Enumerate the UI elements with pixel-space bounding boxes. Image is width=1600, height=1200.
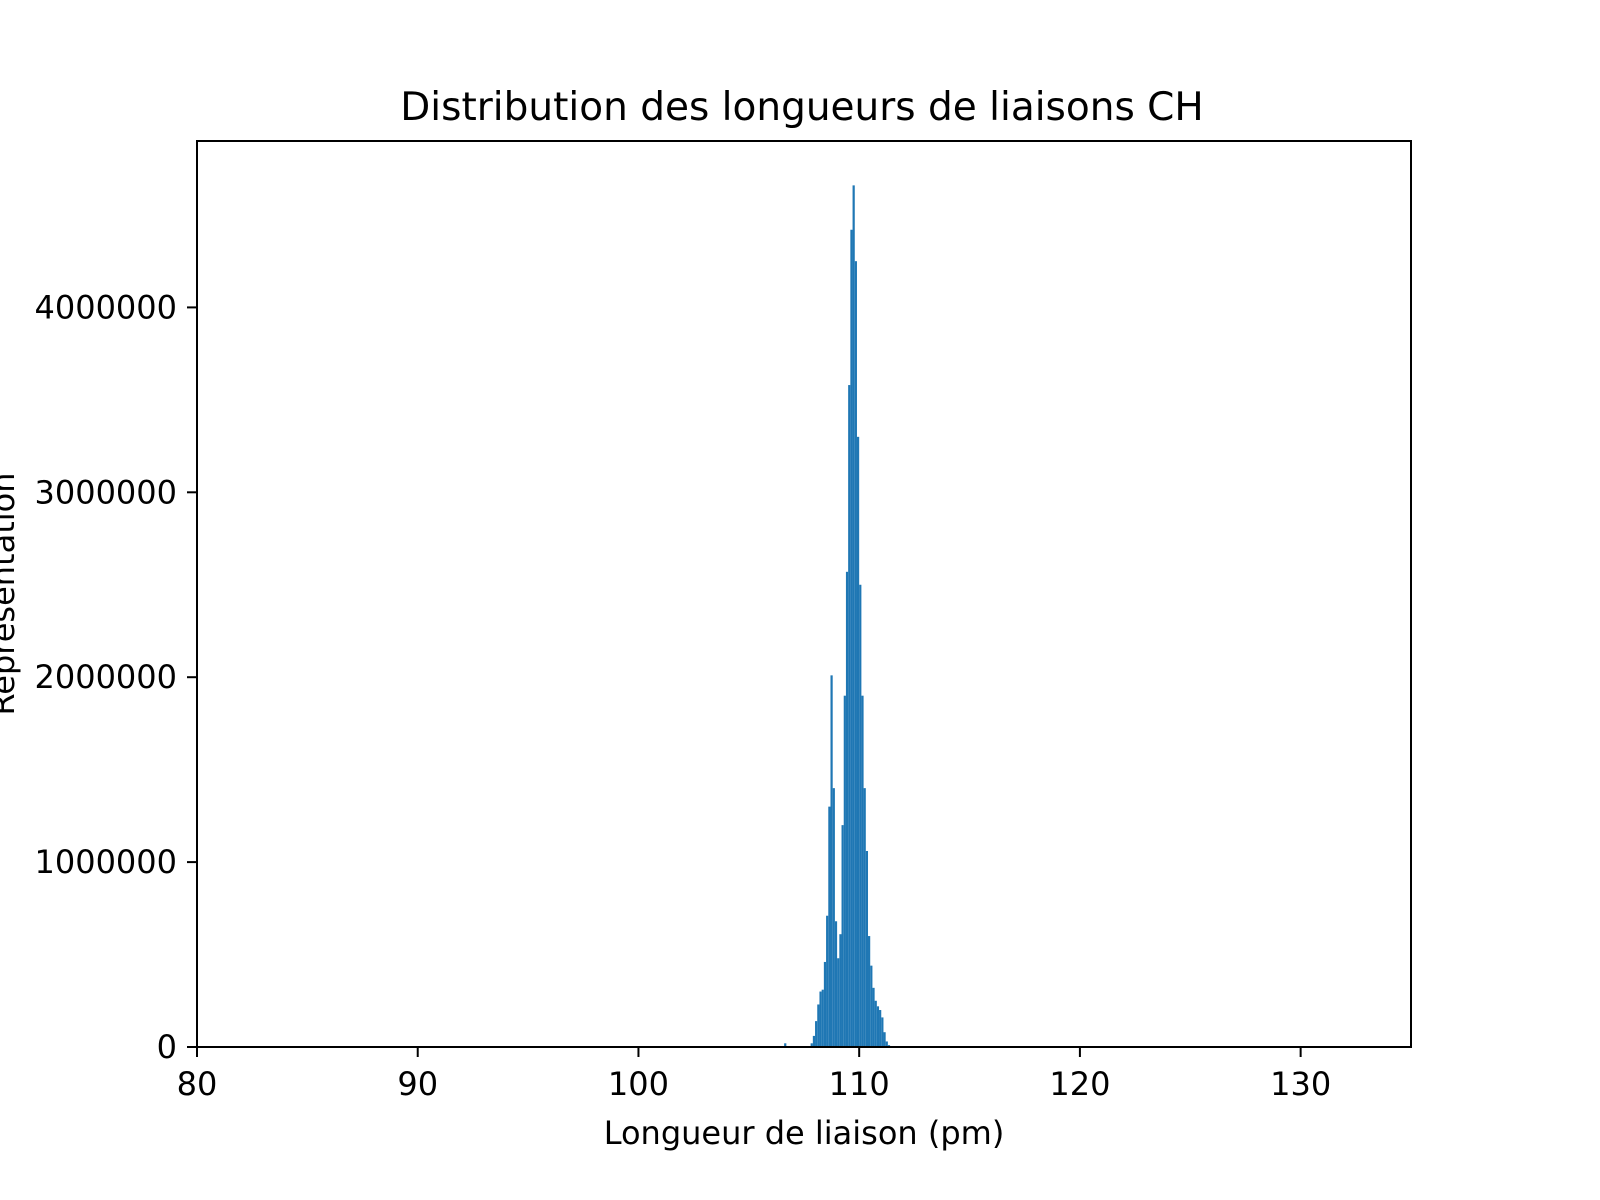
histogram-bar [843,695,846,1047]
y-tick-label: 0 [157,1028,177,1066]
histogram-bar [784,1043,787,1047]
histogram-bar [830,675,833,1047]
histogram-bar [839,934,842,1047]
y-tick-label: 1000000 [34,843,177,881]
histogram-bar [876,1006,880,1047]
histogram-bar [848,385,851,1047]
histogram-bar [870,965,873,1047]
histogram-bar [865,851,869,1047]
histogram-bar [859,584,862,1047]
histogram-bar [832,788,835,1047]
histogram-bar [826,915,829,1047]
histogram-bar [885,1041,888,1047]
histogram-bar [852,185,855,1048]
histogram-bar [856,436,860,1047]
histogram-bar [815,1021,818,1047]
histogram-bar [812,1035,816,1047]
y-tick-label: 4000000 [34,288,177,326]
histogram-bar [834,921,838,1047]
histogram-bar [810,1043,813,1047]
x-tick-label: 120 [1049,1065,1110,1103]
histogram-bar [879,1010,882,1047]
x-tick-label: 110 [829,1065,890,1103]
histogram-bar [841,825,844,1047]
y-axis-label: Représentation [0,472,22,715]
histogram-bar [819,991,822,1047]
histogram-bar [863,788,866,1047]
histogram-bar [845,571,849,1047]
y-tick-label: 2000000 [34,658,177,696]
histogram-bar [821,989,824,1047]
histogram-bar [881,1017,884,1047]
y-tick-label: 3000000 [34,473,177,511]
histogram-bar [823,961,827,1047]
plot-frame [196,140,1412,1048]
histogram-bar [861,695,864,1047]
histogram-bar [850,229,853,1047]
x-axis-ticks: 80 90 100 110 120 130 [177,1047,1331,1103]
chart-title: Distribution des longueurs de liaisons C… [400,85,1203,130]
y-axis-ticks: 0 1000000 2000000 3000000 4000000 [34,288,197,1066]
histogram-bar [837,958,840,1047]
histogram-bar [874,1000,877,1047]
histogram-bar [828,806,831,1047]
histogram-bar [868,936,871,1047]
histogram-bar [817,1004,820,1047]
x-axis-label: Longueur de liaison (pm) [604,1114,1005,1152]
x-tick-label: 90 [397,1065,438,1103]
x-tick-label: 100 [608,1065,669,1103]
histogram-bars [784,185,891,1048]
x-tick-label: 130 [1270,1065,1331,1103]
histogram-bar [854,261,857,1047]
x-tick-label: 80 [177,1065,218,1103]
histogram-bar [872,987,875,1047]
histogram-bar [883,1032,886,1047]
